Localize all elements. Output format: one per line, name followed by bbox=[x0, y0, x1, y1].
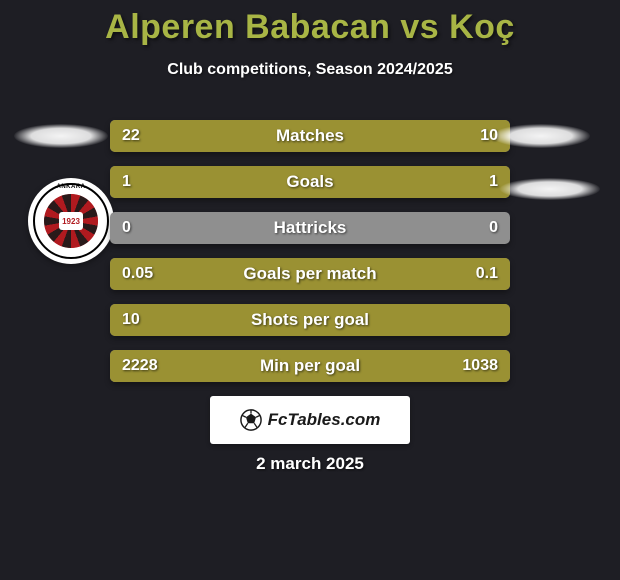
page-title: Alperen Babacan vs Koç bbox=[0, 0, 620, 47]
stat-row: 10Shots per goal bbox=[110, 304, 510, 336]
stat-label: Matches bbox=[110, 120, 510, 152]
club-logo-arc-text: ANKARA bbox=[28, 184, 114, 190]
fctables-logo: FcTables.com bbox=[210, 396, 410, 444]
stats-table: 2210Matches 11Goals 00Hattricks 0.050.1Goal… bbox=[110, 120, 510, 396]
club-logo-left: ANKARA 1923 bbox=[28, 178, 114, 264]
subtitle: Club competitions, Season 2024/2025 bbox=[0, 61, 620, 79]
soccer-ball-icon bbox=[240, 409, 262, 431]
player-left-placeholder bbox=[14, 124, 108, 148]
club-logo-year: 1923 bbox=[59, 212, 83, 230]
stat-label: Goals bbox=[110, 166, 510, 198]
fctables-label: FcTables.com bbox=[268, 410, 381, 430]
stat-label: Goals per match bbox=[110, 258, 510, 290]
player-right-placeholder-1 bbox=[500, 178, 600, 200]
stat-row: 0.050.1Goals per match bbox=[110, 258, 510, 290]
stat-label: Shots per goal bbox=[110, 304, 510, 336]
stat-row: 2210Matches bbox=[110, 120, 510, 152]
stat-row: 22281038Min per goal bbox=[110, 350, 510, 382]
stat-row: 11Goals bbox=[110, 166, 510, 198]
stat-label: Hattricks bbox=[110, 212, 510, 244]
stat-row: 00Hattricks bbox=[110, 212, 510, 244]
comparison-infographic: Alperen Babacan vs Koç Club competitions… bbox=[0, 0, 620, 580]
date-label: 2 march 2025 bbox=[0, 454, 620, 474]
player-right-placeholder-0 bbox=[492, 124, 590, 148]
stat-label: Min per goal bbox=[110, 350, 510, 382]
